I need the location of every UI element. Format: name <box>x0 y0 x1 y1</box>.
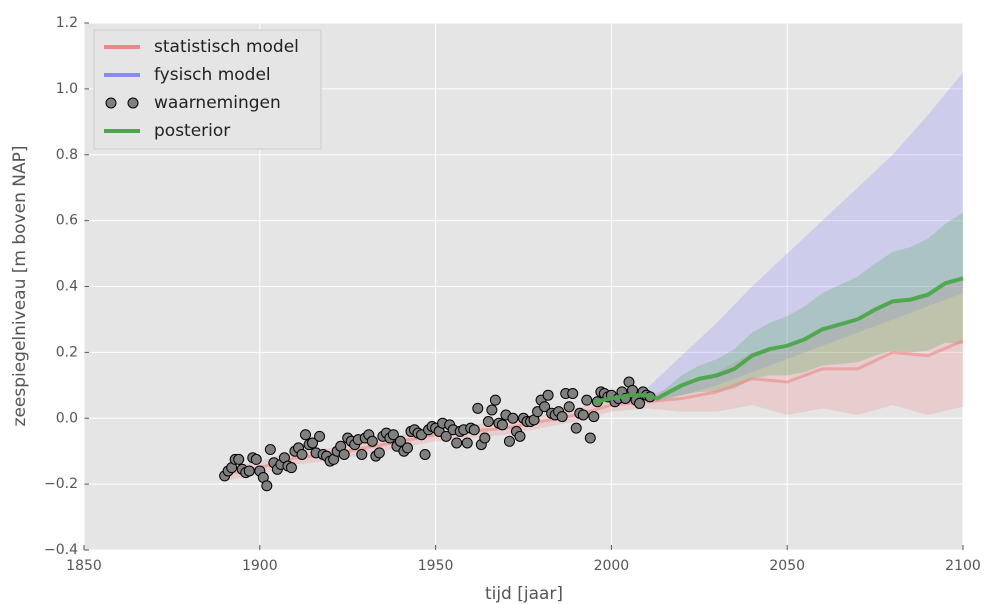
observation-point <box>314 430 326 442</box>
legend-label: posterior <box>154 121 230 141</box>
legend: statistisch model fysisch model waarneming… <box>93 29 322 150</box>
observation-point <box>387 429 399 441</box>
observation-point <box>556 411 568 423</box>
legend-label: waarnemingen <box>154 93 281 113</box>
observation-point <box>373 447 385 459</box>
observation-point <box>468 424 480 436</box>
observation-point <box>486 404 498 416</box>
y-tick-label: 0.6 <box>56 213 78 229</box>
legend-label: statistisch model <box>154 37 299 57</box>
x-tick-label: 1950 <box>418 558 454 574</box>
observation-point <box>563 401 575 413</box>
observation-point <box>482 416 494 428</box>
y-tick-label: −0.2 <box>44 476 78 492</box>
observation-point <box>570 422 582 434</box>
x-tick-label: 1850 <box>66 558 102 574</box>
y-tick-label: 0.0 <box>56 410 78 426</box>
x-tick-label: 1900 <box>242 558 278 574</box>
uncertainty-band <box>593 212 963 406</box>
x-tick-label: 2100 <box>945 558 981 574</box>
observation-point <box>250 453 262 465</box>
observation-point <box>356 448 368 460</box>
observation-point <box>496 419 508 431</box>
legend-marker <box>127 97 139 109</box>
observation-point <box>243 465 255 477</box>
y-tick-label: 0.4 <box>56 279 78 295</box>
observation-point <box>634 397 646 409</box>
observation-point <box>514 430 526 442</box>
y-tick-label: 1.0 <box>56 81 78 97</box>
observation-point <box>507 412 519 424</box>
observation-point <box>567 388 579 400</box>
observation-point <box>479 432 491 444</box>
observation-point <box>419 448 431 460</box>
observation-point <box>584 432 596 444</box>
y-tick-label: −0.4 <box>44 542 78 558</box>
observation-point <box>539 401 551 413</box>
y-tick-label: 1.2 <box>56 15 78 31</box>
x-axis-label: tijd [jaar] <box>485 584 563 604</box>
line <box>593 276 964 404</box>
observation-point <box>401 442 413 454</box>
legend-marker <box>105 97 117 109</box>
observation-point <box>588 411 600 423</box>
observation-point <box>461 437 473 449</box>
observation-point <box>581 394 593 406</box>
observation-point <box>285 462 297 474</box>
observation-point <box>503 435 515 447</box>
x-tick-label: 2050 <box>769 558 805 574</box>
uncertainty-band <box>646 72 963 402</box>
observation-point <box>489 394 501 406</box>
uncertainty-band <box>224 274 963 481</box>
observation-point <box>296 448 308 460</box>
observation-point <box>300 429 312 441</box>
observation-point <box>233 453 245 465</box>
observation-point <box>440 430 452 442</box>
y-tick-label: 0.8 <box>56 147 78 163</box>
observation-point <box>577 409 589 421</box>
y-tick-label: 0.2 <box>56 344 78 360</box>
observation-point <box>394 435 406 447</box>
y-axis-label: zeespiegelniveau [m boven NAP] <box>10 146 30 427</box>
observation-point <box>542 389 554 401</box>
legend-label: fysisch model <box>154 65 271 85</box>
observation-point <box>338 448 350 460</box>
observation-point <box>451 437 463 449</box>
observation-point <box>472 402 484 414</box>
observation-point <box>307 437 319 449</box>
x-tick-label: 2000 <box>594 558 630 574</box>
observation-point <box>264 444 276 456</box>
observation-point <box>366 435 378 447</box>
observation-point <box>261 480 273 492</box>
